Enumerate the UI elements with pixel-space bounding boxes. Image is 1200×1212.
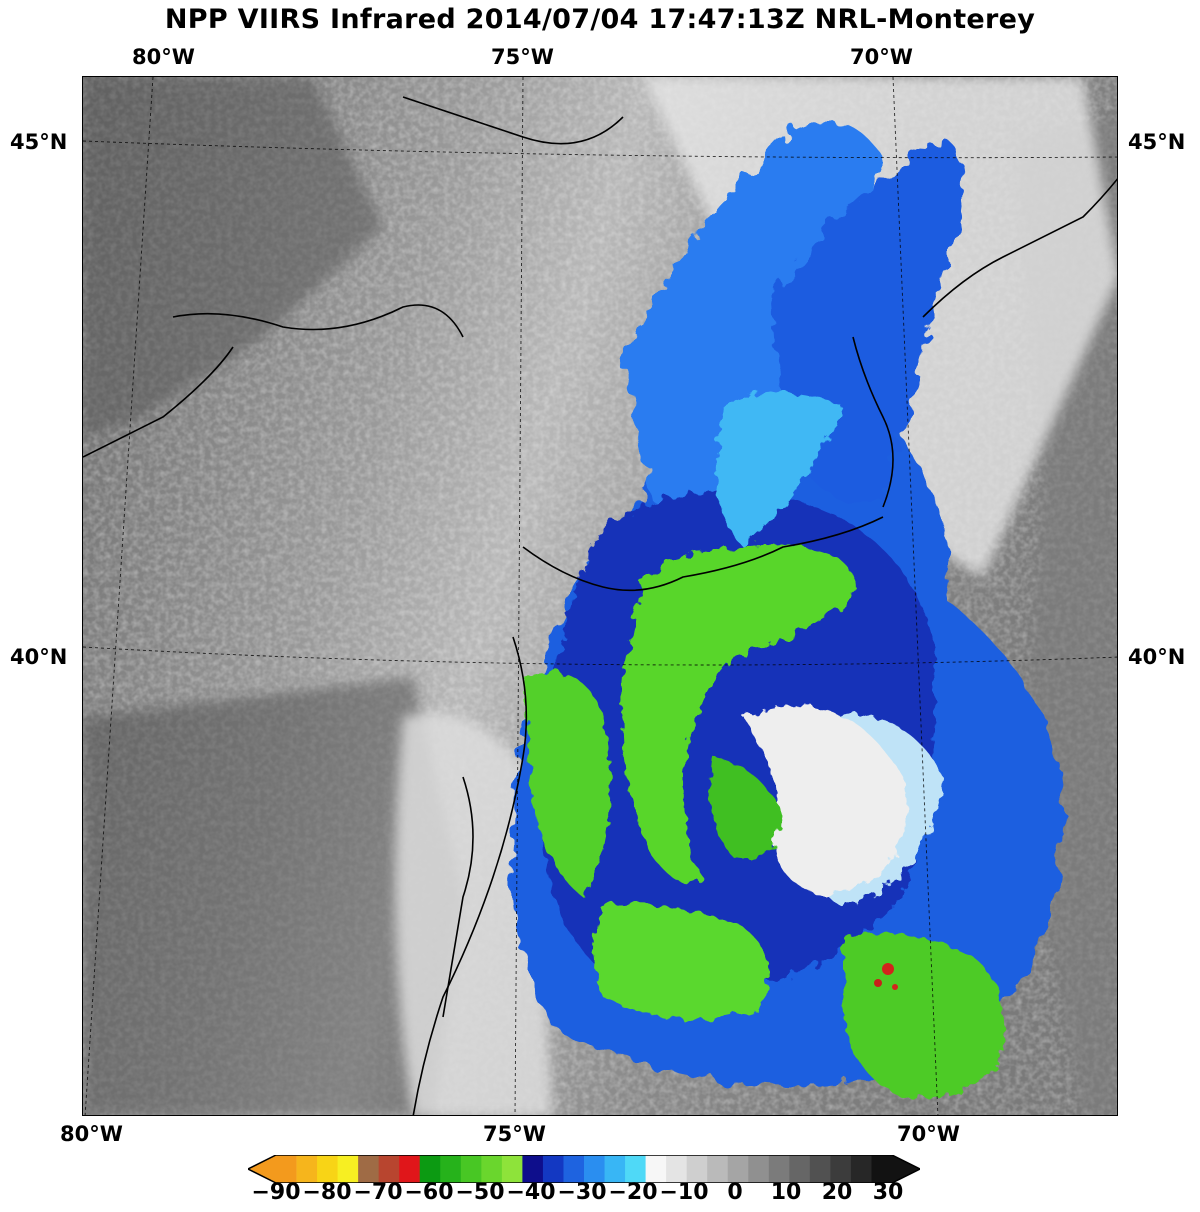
land-dark-mid-atlantic [83,677,463,1115]
colorbar-cell [563,1155,585,1183]
colorbar [248,1155,920,1183]
colorbar-cell [248,1155,297,1183]
colorbar-cell [419,1155,441,1183]
graticule [83,77,1117,1115]
satellite-image-svg [83,77,1117,1115]
white-cloud-coast [395,713,553,1115]
satellite-map[interactable] [82,76,1118,1116]
colorbar-cell [337,1155,359,1183]
colorbar-cell [501,1155,523,1183]
colorbar-cell [625,1155,647,1183]
colorbar-cell [707,1155,729,1183]
colorbar-cell [871,1155,920,1183]
colorbar-cell [727,1155,749,1183]
colorbar-cell [481,1155,503,1183]
colorbar-tick: −60 [404,1180,454,1205]
colorbar-tick-labels: −90 −80 −70 −60 −50 −40 −30 −20 −10 0 10… [0,1180,1200,1210]
left-lat-label-45n: 45°N [10,130,68,154]
colorbar-tick: 10 [770,1180,802,1205]
bottom-lon-label-70w: 70°W [897,1122,960,1146]
colorbar-cell [809,1155,831,1183]
left-lat-label-40n: 40°N [10,645,68,669]
colorbar-tick: 20 [821,1180,853,1205]
colorbar-tick: −90 [251,1180,301,1205]
top-lon-label-75w: 75°W [491,45,554,69]
colorbar-tick: 30 [872,1180,904,1205]
colorbar-cell [666,1155,688,1183]
map-title: NPP VIIRS Infrared 2014/07/04 17:47:13Z … [164,4,1036,35]
colorbar-cell [604,1155,626,1183]
bottom-lon-label-75w: 75°W [483,1122,546,1146]
bottom-lon-label-80w: 80°W [60,1122,123,1146]
colorbar-cell [748,1155,770,1183]
colorbar-tick: −10 [659,1180,709,1205]
colorbar-cell [317,1155,339,1183]
land-dark-northwest [83,77,383,437]
top-lon-label-70w: 70°W [850,45,913,69]
colorbar-tick: 0 [727,1180,743,1205]
colorbar-cell [460,1155,482,1183]
colorbar-tick: −80 [302,1180,352,1205]
colorbar-cell [830,1155,852,1183]
colorbar-tick: −20 [608,1180,658,1205]
storm-eye-swirl [743,705,907,897]
colorbar-cell [768,1155,790,1183]
top-lon-label-80w: 80°W [132,45,195,69]
colorbar-tick: −40 [506,1180,556,1205]
cold-red-cells [874,963,898,990]
colorbar-cell [296,1155,318,1183]
colorbar-cell [645,1155,667,1183]
colorbar-cell [789,1155,811,1183]
colorbar-tick: −30 [557,1180,607,1205]
colorbar-tick: −50 [455,1180,505,1205]
colorbar-cell [399,1155,421,1183]
colorbar-cell [358,1155,380,1183]
convection-green [523,545,1005,1099]
colorbar-cell [378,1155,400,1183]
colorbar-cell [522,1155,544,1183]
colorbar-cell [542,1155,565,1183]
colorbar-cell [686,1155,708,1183]
right-lat-label-40n: 40°N [1128,645,1186,669]
coastlines [83,96,1117,1115]
colorbar-cells [248,1155,920,1183]
colorbar-tick: −70 [353,1180,403,1205]
colorbar-cell [440,1155,462,1183]
colorbar-cell [850,1155,873,1183]
right-lat-label-45n: 45°N [1128,130,1186,154]
colorbar-cell [584,1155,606,1183]
